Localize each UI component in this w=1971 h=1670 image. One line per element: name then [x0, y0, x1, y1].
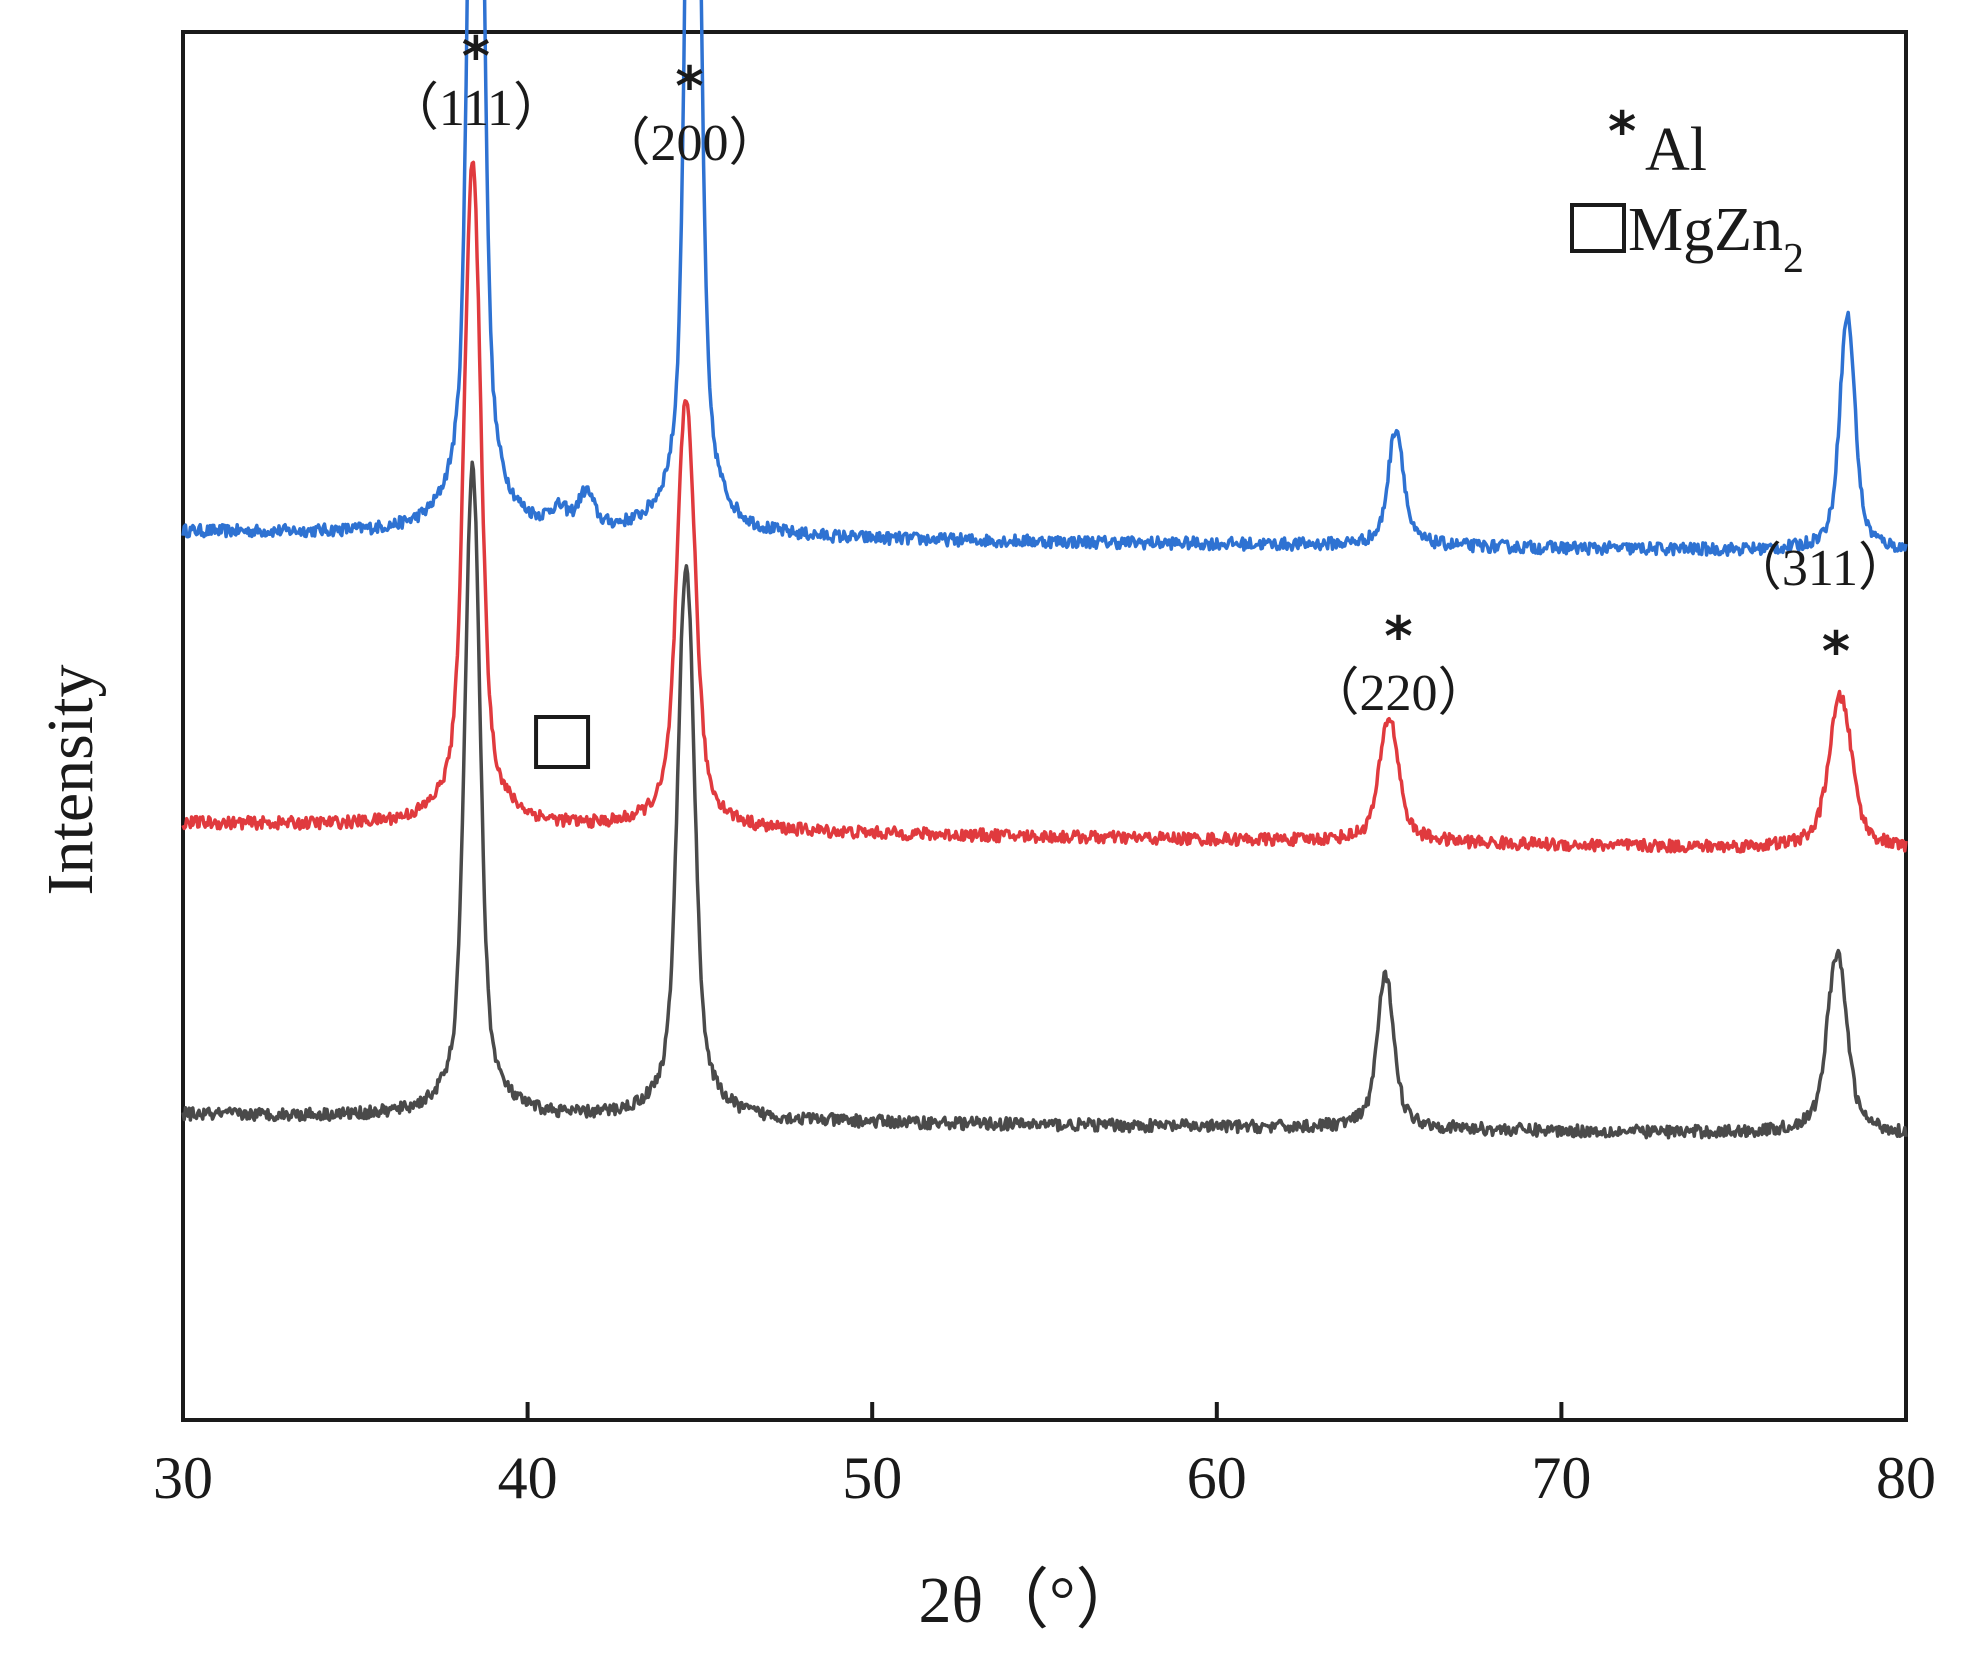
legend-mgzn2-label: MgZn2 — [1628, 196, 1804, 282]
x-tick-label: 60 — [1187, 1445, 1247, 1511]
plot-frame — [181, 30, 1908, 1422]
legend-al-marker: * — [1608, 100, 1636, 163]
x-tick-label: 80 — [1876, 1445, 1936, 1511]
peak-star-marker: * — [1384, 605, 1412, 668]
peak-miller-index-label: （200） — [599, 115, 781, 172]
peak-star-marker: * — [1822, 620, 1850, 683]
series-line-1 — [181, 0, 1908, 557]
peak-annotations: *（111） *（200）*（220）*（311） — [387, 25, 1910, 769]
legend-al-label: Al — [1645, 116, 1707, 184]
peak-star-marker: * — [462, 25, 490, 88]
legend: * Al MgZn2 — [1570, 100, 1804, 282]
x-tick-label: 70 — [1531, 1445, 1591, 1511]
x-tick-label: 30 — [153, 1445, 213, 1511]
y-axis-title: Intensity — [34, 665, 107, 896]
x-axis-ticks: 30 40 50 60 70 80 — [153, 1402, 1936, 1511]
x-tick-label: 40 — [498, 1445, 558, 1511]
mgzn2-peak-square-icon — [534, 715, 591, 769]
peak-miller-index-label: （311） — [1730, 540, 1910, 597]
legend-mgzn2-square-icon — [1570, 203, 1626, 253]
peak-miller-index-label: （220） — [1308, 665, 1490, 722]
peak-miller-index-label: （111） — [387, 80, 565, 137]
series-layer — [181, 0, 1908, 1140]
series-line-2 — [181, 160, 1908, 854]
x-axis-title: 2θ（°） — [918, 1564, 1141, 1637]
legend-mgzn2-subscript: 2 — [1783, 236, 1804, 282]
x-tick-label: 50 — [842, 1445, 902, 1511]
series-line-3 — [181, 460, 1908, 1140]
peak-star-marker: * — [675, 55, 703, 118]
